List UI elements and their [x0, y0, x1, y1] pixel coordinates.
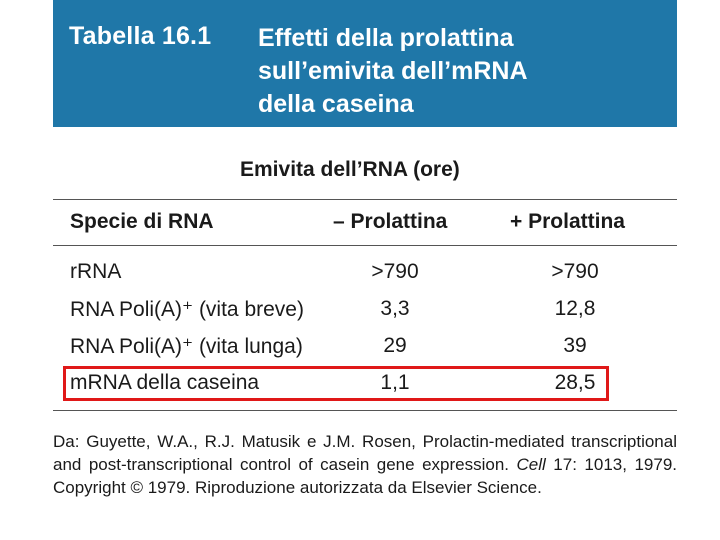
value-minus-prolactin: 1,1 — [380, 371, 410, 394]
source-citation: Da: Guyette, W.A., R.J. Matusik e J.M. R… — [53, 430, 677, 499]
value-minus-prolactin: 3,3 — [380, 297, 410, 320]
row-label: RNA Poli(A)⁺ (vita lunga) — [70, 335, 303, 358]
value-plus-prolactin: >790 — [551, 260, 599, 283]
highlight-box — [63, 366, 609, 401]
source-suffix: 17: 1013, 1979. Copyright © 1979. Riprod… — [53, 455, 677, 497]
table-title-line-2: sull’emivita dell’mRNA — [258, 57, 528, 85]
table-row: mRNA della caseina 1,1 28,5 — [0, 371, 720, 405]
bottom-rule — [53, 410, 677, 411]
row-label: RNA Poli(A)⁺ (vita breve) — [70, 298, 304, 321]
header-rule — [53, 245, 677, 246]
value-plus-prolactin: 28,5 — [554, 371, 596, 394]
value-plus-prolactin: 39 — [563, 334, 587, 357]
value-minus-prolactin: 29 — [383, 334, 407, 357]
table-title-line-3: della caseina — [258, 90, 414, 118]
source-prefix: Da: Guyette, W.A., R.J. Matusik e J.M. R… — [53, 432, 677, 474]
value-minus-prolactin: >790 — [371, 260, 419, 283]
source-journal: Cell — [516, 455, 546, 474]
table-header-banner: Tabella 16.1 Effetti della prolattina su… — [53, 0, 677, 127]
table-subheader: Emivita dell’RNA (ore) — [240, 158, 460, 181]
table-row: rRNA >790 >790 — [0, 260, 720, 294]
table-title-line-1: Effetti della prolattina — [258, 24, 514, 52]
row-label: rRNA — [70, 260, 122, 283]
table-row: RNA Poli(A)⁺ (vita breve) 3,3 12,8 — [0, 297, 720, 331]
table-number: Tabella 16.1 — [69, 22, 212, 50]
column-header-minus-prolactin: – Prolattina — [333, 210, 448, 233]
column-header-species: Specie di RNA — [70, 210, 214, 233]
table-title: Effetti della prolattina sull’emivita de… — [258, 22, 528, 121]
top-rule — [53, 199, 677, 200]
table-row: RNA Poli(A)⁺ (vita lunga) 29 39 — [0, 334, 720, 368]
column-header-plus-prolactin: + Prolattina — [510, 210, 625, 233]
value-plus-prolactin: 12,8 — [554, 297, 596, 320]
row-label: mRNA della caseina — [70, 371, 260, 394]
